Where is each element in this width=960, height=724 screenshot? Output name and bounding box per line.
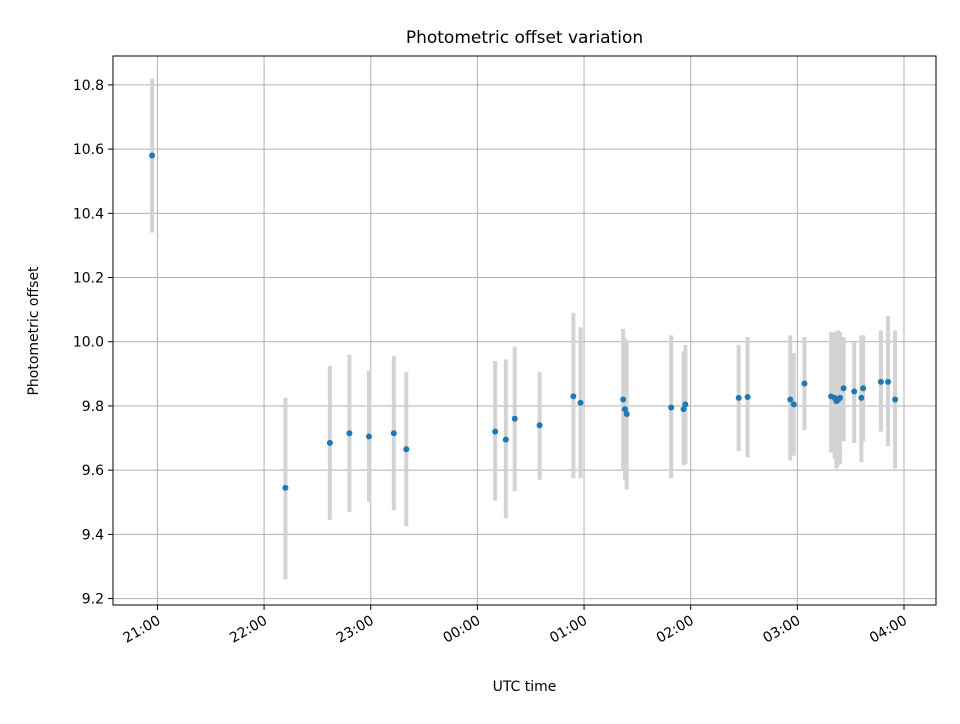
data-point — [365, 433, 372, 440]
y-tick-label: 10.0 — [73, 335, 104, 351]
data-point — [536, 422, 543, 429]
plot-area-frame — [112, 55, 937, 606]
data-point — [790, 401, 797, 408]
data-point — [390, 430, 397, 437]
data-point — [502, 436, 509, 443]
data-point — [346, 430, 353, 437]
data-point — [840, 385, 847, 392]
y-tick-label: 10.2 — [73, 271, 104, 287]
data-point — [858, 394, 865, 401]
data-point — [680, 406, 687, 413]
data-point — [668, 404, 675, 411]
data-point — [885, 378, 892, 385]
data-point — [860, 385, 867, 392]
data-point — [877, 378, 884, 385]
y-axis-label: Photometric offset — [26, 266, 42, 396]
data-point — [511, 415, 518, 422]
marker-layer — [149, 152, 899, 491]
data-point — [577, 399, 584, 406]
x-axis-label: UTC time — [493, 679, 557, 695]
data-point — [837, 394, 844, 401]
chart-title: Photometric offset variation — [406, 28, 643, 48]
y-tick-label: 10.8 — [73, 78, 104, 94]
y-tick-label: 10.6 — [73, 142, 104, 158]
data-point — [492, 428, 499, 435]
data-point — [620, 396, 627, 403]
y-tick-label: 10.4 — [73, 206, 104, 222]
data-point — [282, 484, 289, 491]
data-point — [735, 394, 742, 401]
y-axis-ticks: 9.2 9.4 9.6 9.8 10.0 10.2 10.4 10.6 10.8 — [73, 78, 113, 608]
data-point — [892, 396, 899, 403]
y-tick-label: 9.8 — [82, 399, 104, 415]
data-point — [623, 410, 630, 417]
data-point — [570, 393, 577, 400]
y-tick-label: 9.4 — [82, 527, 104, 543]
data-point — [149, 152, 156, 159]
y-tick-label: 9.2 — [82, 592, 104, 608]
data-point — [787, 396, 794, 403]
data-point — [851, 388, 858, 395]
data-point — [403, 446, 410, 453]
data-point — [682, 401, 689, 408]
data-point — [801, 380, 808, 387]
data-point — [744, 393, 751, 400]
data-point — [621, 406, 628, 413]
data-point — [326, 439, 333, 446]
grid-layer — [113, 56, 936, 605]
y-tick-label: 9.6 — [82, 463, 104, 479]
